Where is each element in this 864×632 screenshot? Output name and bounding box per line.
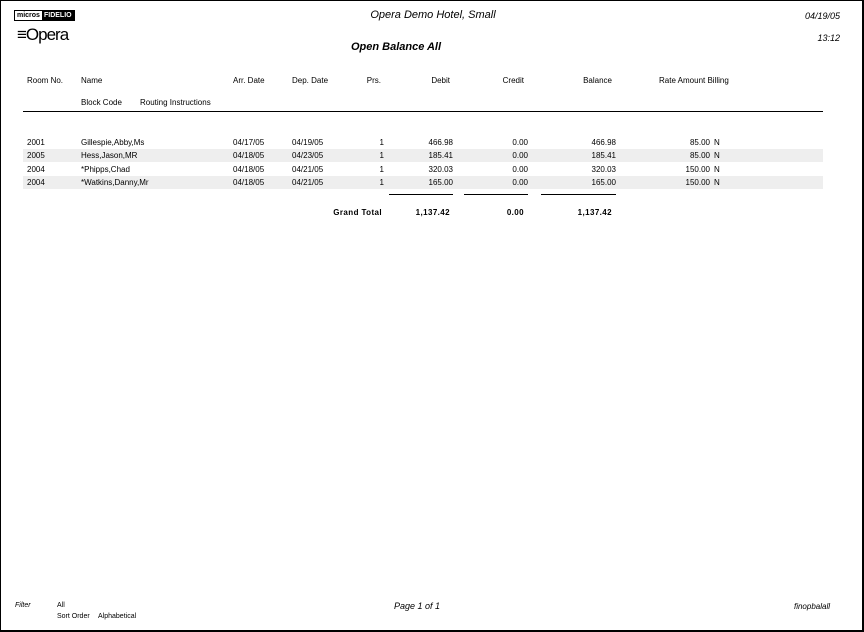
cell-credit: 0.00 xyxy=(512,164,528,174)
cell-name: Hess,Jason,MR xyxy=(81,151,138,161)
filter-label: Filter xyxy=(15,602,31,609)
col-balance: Balance xyxy=(583,76,612,85)
col-prs: Prs. xyxy=(366,76,381,85)
cell-room: 2004 xyxy=(27,164,45,174)
cell-arr: 04/18/05 xyxy=(233,164,265,174)
report-date: 04/19/05 xyxy=(804,11,840,21)
cell-dep: 04/19/05 xyxy=(292,138,324,147)
table-row: 2005 Hess,Jason,MR 04/18/05 04/23/05 1 185.41… xyxy=(23,149,823,163)
hotel-name: Opera Demo Hotel, Small xyxy=(370,9,496,21)
grand-total-credit: 0.00 xyxy=(506,208,524,217)
cell-room: 2005 xyxy=(27,151,45,161)
cell-prs: 1 xyxy=(379,177,384,187)
micros-fidelio-logo: micros FIDELIO xyxy=(14,10,75,21)
cell-billing: N xyxy=(714,151,720,161)
cell-rate: 150.00 xyxy=(685,177,710,187)
table-row: 2001 Gillespie,Abby,Ms 04/17/05 04/19/05 1 46… xyxy=(23,136,823,149)
cell-room: 2001 xyxy=(27,138,45,147)
cell-arr: 04/17/05 xyxy=(233,138,265,147)
cell-prs: 1 xyxy=(379,151,384,161)
cell-rate: 85.00 xyxy=(689,138,710,147)
cell-dep: 04/21/05 xyxy=(292,177,324,187)
cell-dep: 04/21/05 xyxy=(292,164,324,174)
cell-name: Gillespie,Abby,Ms xyxy=(81,138,145,147)
cell-debit: 466.98 xyxy=(428,138,453,147)
col-arr: Arr. Date xyxy=(233,76,265,85)
col-dep: Dep. Date xyxy=(292,76,329,85)
col-routing: Routing Instructions xyxy=(140,98,211,107)
cell-credit: 0.00 xyxy=(512,138,528,147)
cell-name: *Phipps,Chad xyxy=(81,164,130,174)
cell-prs: 1 xyxy=(379,164,384,174)
opera-logo: ≡Opera xyxy=(17,25,69,44)
grand-total-balance: 1,137.42 xyxy=(577,208,612,217)
sort-label: Sort Order xyxy=(57,613,90,620)
cell-room: 2004 xyxy=(27,177,45,187)
balance-total-line xyxy=(541,194,616,195)
cell-dep: 04/23/05 xyxy=(292,151,324,161)
cell-billing: N xyxy=(714,164,720,174)
header-divider xyxy=(23,111,823,112)
table-row: 2004 *Phipps,Chad 04/18/05 04/21/05 1 320.03 0… xyxy=(23,163,823,176)
cell-balance: 165.00 xyxy=(591,177,616,187)
cell-debit: 165.00 xyxy=(428,177,453,187)
table-row: 2004 *Watkins,Danny,Mr 04/18/05 04/21/05 1 16… xyxy=(23,175,823,189)
cell-balance: 466.98 xyxy=(591,138,616,147)
cell-debit: 185.41 xyxy=(428,151,453,161)
cell-credit: 0.00 xyxy=(512,151,528,161)
col-block: Block Code xyxy=(81,98,122,107)
col-room: Room No. xyxy=(27,76,64,85)
cell-name: *Watkins,Danny,Mr xyxy=(81,177,149,187)
page-title: Open Balance All xyxy=(350,41,442,53)
cell-billing: N xyxy=(714,177,720,187)
cell-balance: 185.41 xyxy=(591,151,616,161)
cell-debit: 320.03 xyxy=(428,164,453,174)
cell-rate: 85.00 xyxy=(689,151,710,161)
cell-arr: 04/18/05 xyxy=(233,177,265,187)
credit-total-line xyxy=(464,194,528,195)
cell-arr: 04/18/05 xyxy=(233,151,265,161)
report-time: 13:12 xyxy=(817,33,840,43)
debit-total-line xyxy=(389,194,453,195)
report-id: finopbalall xyxy=(793,602,830,611)
sort-value: Alphabetical xyxy=(98,613,137,620)
col-name: Name xyxy=(81,76,103,85)
col-credit: Credit xyxy=(502,76,524,85)
cell-rate: 150.00 xyxy=(685,164,710,174)
cell-prs: 1 xyxy=(379,138,384,147)
grand-total-debit: 1,137.42 xyxy=(415,208,450,217)
page-number: Page 1 of 1 xyxy=(394,601,441,611)
filter-value: All xyxy=(57,602,65,609)
grand-total-label: Grand Total xyxy=(333,208,382,217)
col-rate-billing: Rate Amount Billing xyxy=(659,76,729,85)
col-debit: Debit xyxy=(431,76,450,85)
cell-billing: N xyxy=(714,138,720,147)
cell-balance: 320.03 xyxy=(591,164,616,174)
cell-credit: 0.00 xyxy=(512,177,528,187)
